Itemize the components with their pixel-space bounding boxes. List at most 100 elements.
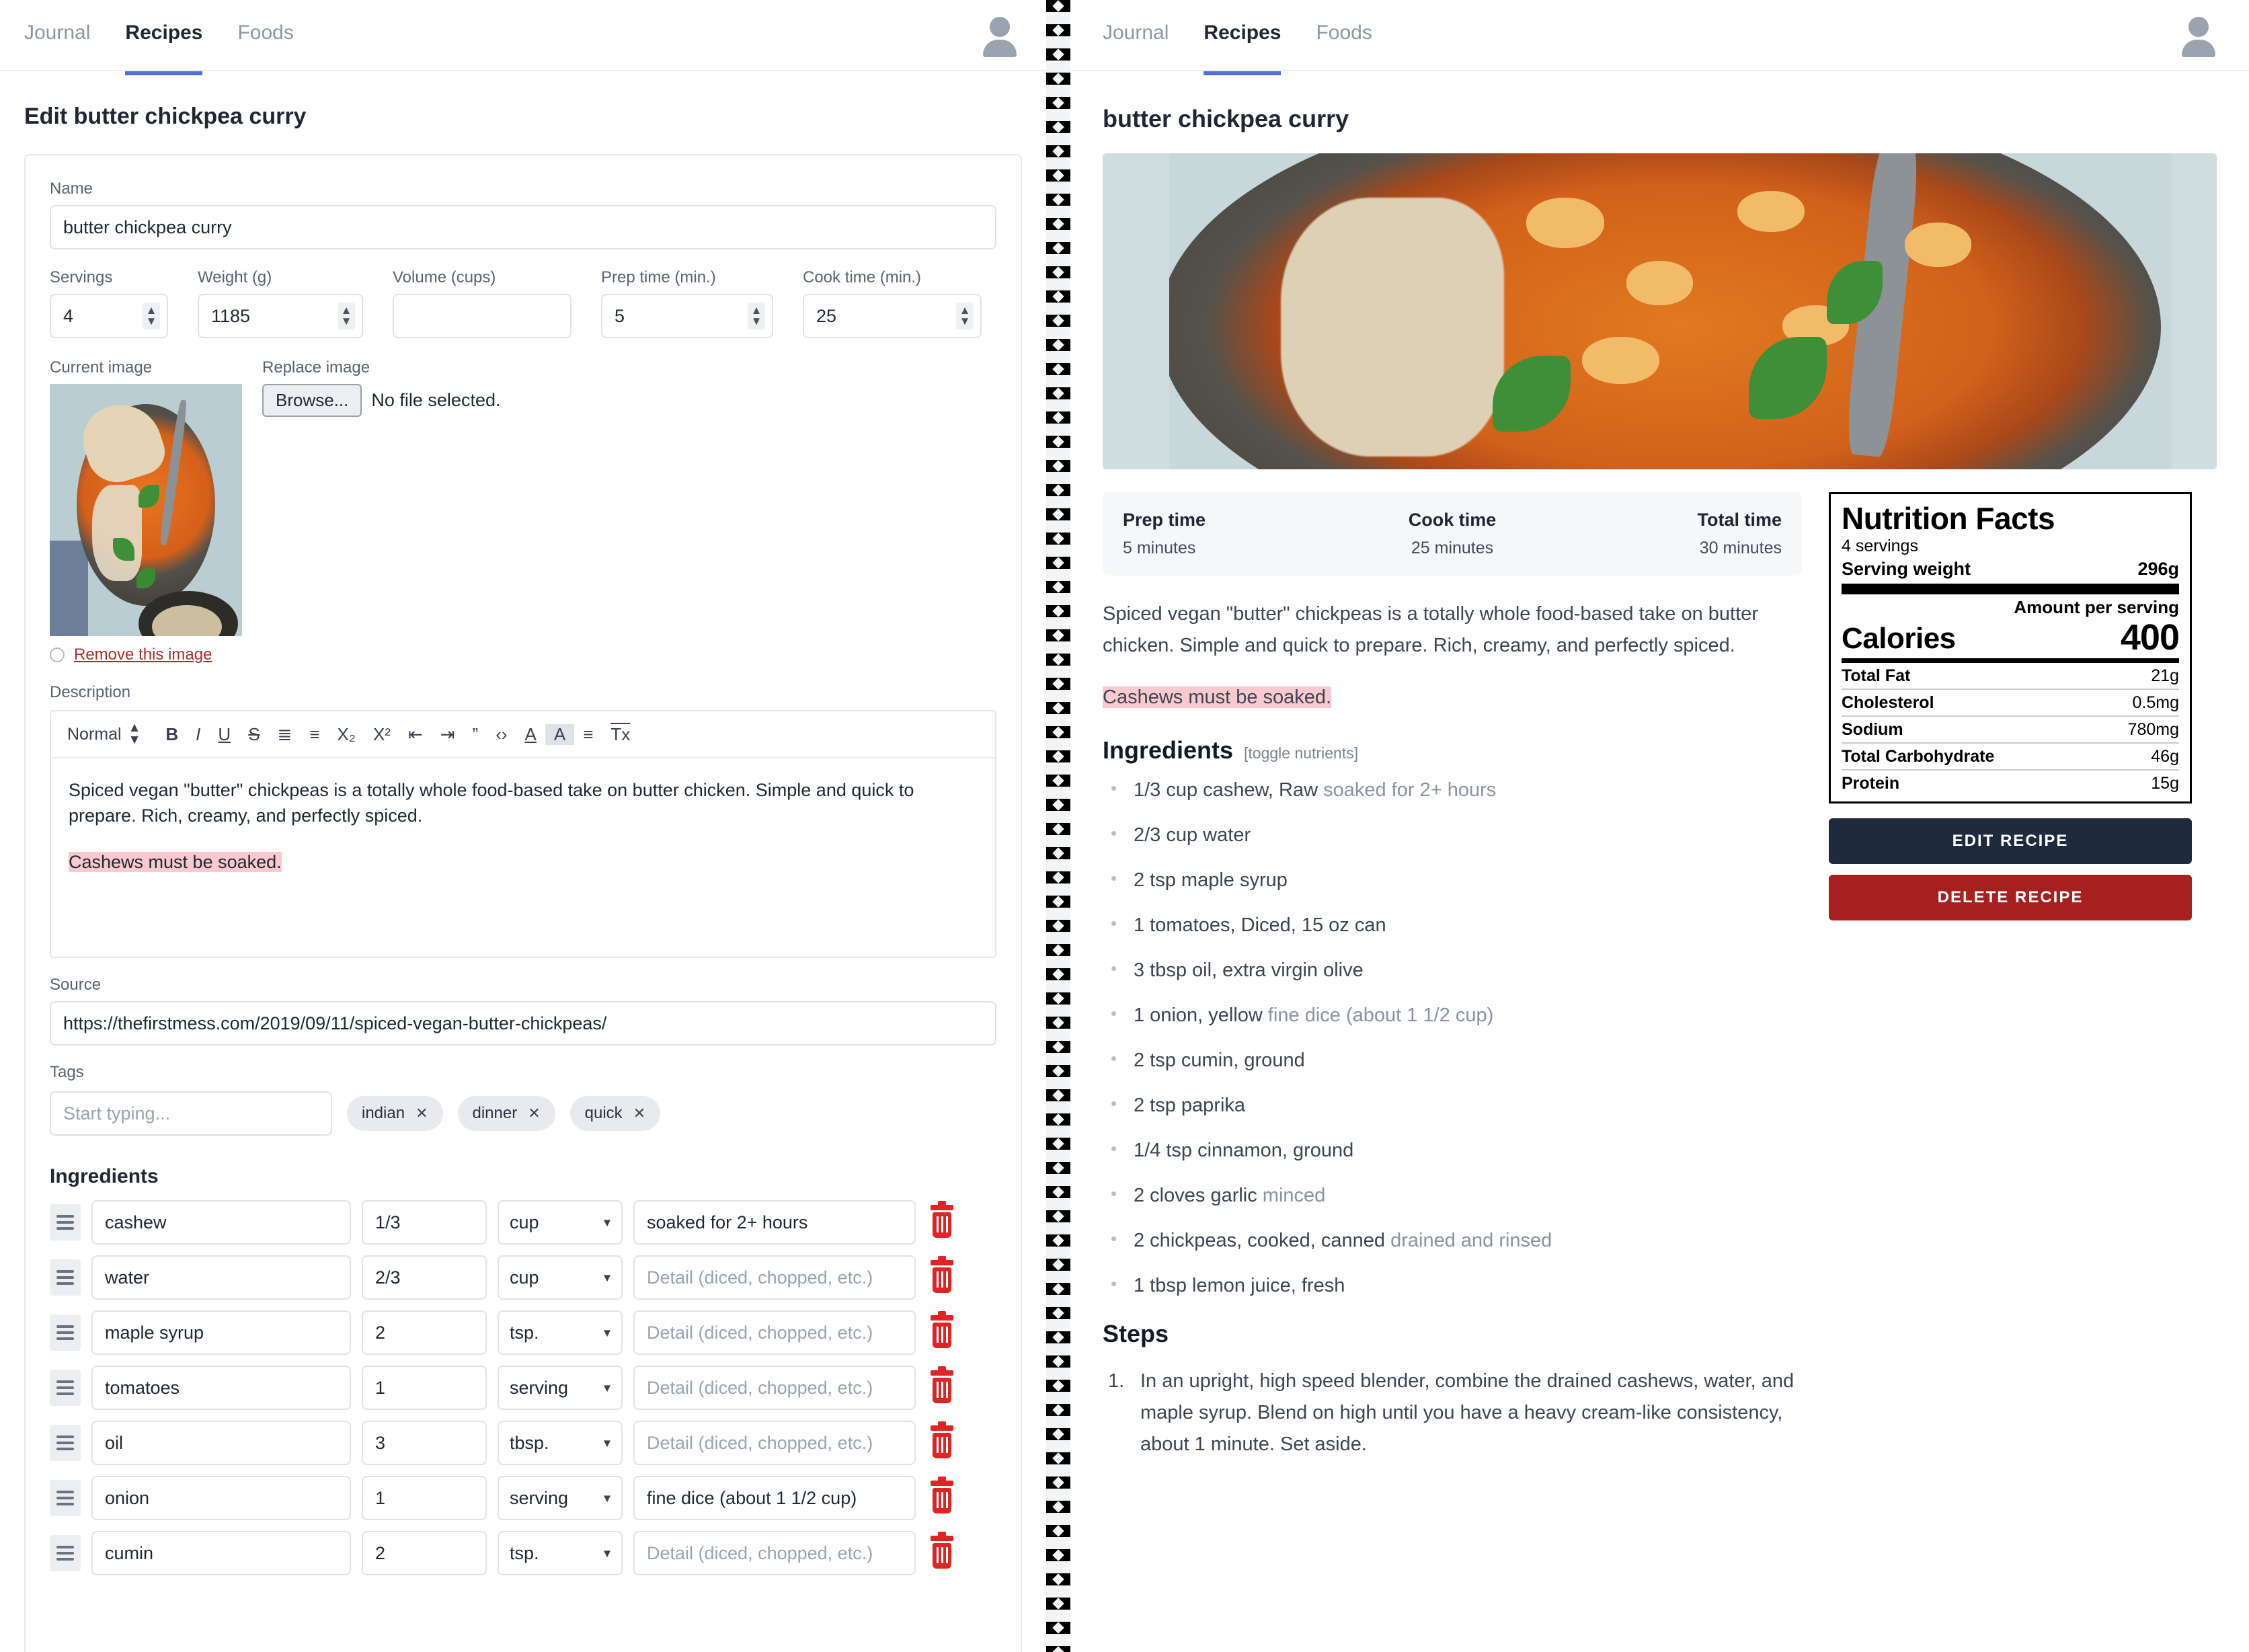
ingredient-name-input[interactable] [91, 1200, 351, 1245]
tab-journal[interactable]: Journal [1103, 22, 1169, 44]
tab-journal[interactable]: Journal [24, 22, 91, 44]
font-color-icon[interactable]: A [524, 723, 537, 744]
description-textarea[interactable]: Spiced vegan "butter" chickpeas is a tot… [51, 758, 995, 957]
drag-handle-icon[interactable] [50, 1425, 81, 1461]
remove-image-row[interactable]: Remove this image [50, 645, 242, 664]
cook-time-input[interactable] [803, 294, 982, 338]
format-caret-icon[interactable]: ▲ ▼ [128, 721, 141, 747]
delete-recipe-button[interactable]: DELETE RECIPE [1829, 874, 2192, 920]
ingredient-detail-input[interactable] [633, 1366, 916, 1410]
ingredient-detail-input[interactable] [633, 1531, 916, 1575]
ingredient-name-input[interactable] [91, 1421, 351, 1465]
indent-icon[interactable]: ⇥ [440, 723, 455, 744]
ingredient-unit-select[interactable]: serving [498, 1366, 623, 1410]
outdent-icon[interactable]: ⇤ [407, 723, 423, 744]
delete-ingredient-icon[interactable] [926, 1366, 957, 1405]
ingredient-quantity-input[interactable] [362, 1255, 487, 1300]
ingredient-unit-select[interactable]: tsp. [498, 1531, 623, 1575]
volume-input[interactable] [393, 294, 571, 338]
underline-icon[interactable]: U [218, 723, 231, 744]
delete-ingredient-icon[interactable] [926, 1256, 957, 1295]
delete-ingredient-icon[interactable] [926, 1201, 957, 1240]
tab-recipes[interactable]: Recipes [125, 22, 203, 75]
user-avatar-icon[interactable] [979, 14, 1021, 57]
tab-foods[interactable]: Foods [1316, 22, 1372, 44]
tag-chip-label: dinner [472, 1104, 518, 1122]
ingredient-name-input[interactable] [91, 1531, 351, 1575]
tab-foods[interactable]: Foods [237, 22, 294, 44]
tag-remove-icon[interactable]: ✕ [633, 1105, 646, 1122]
italic-icon[interactable]: I [196, 723, 201, 744]
ingredient-unit-wrap: cup ▾ [498, 1255, 623, 1300]
servings-spinner-icon[interactable]: ▲ ▼ [143, 303, 160, 329]
cook-time-spinner-icon[interactable]: ▲ ▼ [956, 303, 974, 329]
ingredient-unit-select[interactable]: cup [498, 1255, 623, 1300]
ingredient-quantity-input[interactable] [362, 1421, 487, 1465]
ingredient-detail-input[interactable] [633, 1255, 916, 1300]
superscript-icon[interactable]: X² [372, 723, 391, 744]
edit-recipe-button[interactable]: EDIT RECIPE [1829, 818, 2192, 864]
ingredient-detail-input[interactable] [633, 1200, 916, 1245]
ingredient-unit-select[interactable]: cup [498, 1200, 623, 1245]
tag-remove-icon[interactable]: ✕ [528, 1105, 541, 1122]
delete-ingredient-icon[interactable] [926, 1477, 957, 1516]
user-avatar-icon[interactable] [2178, 14, 2219, 57]
tag-chip-dinner[interactable]: dinner ✕ [457, 1096, 555, 1131]
tag-input[interactable] [50, 1091, 332, 1136]
source-input[interactable] [50, 1001, 996, 1046]
remove-image-label[interactable]: Remove this image [74, 645, 212, 664]
ingredient-detail-input[interactable] [633, 1476, 916, 1520]
ingredient-detail-input[interactable] [633, 1310, 916, 1355]
subscript-icon[interactable]: X₂ [337, 723, 356, 744]
browse-button[interactable]: Browse... [262, 384, 362, 417]
toggle-nutrients-link[interactable]: [toggle nutrients] [1244, 744, 1359, 762]
ingredient-quantity-input[interactable] [362, 1531, 487, 1575]
strikethrough-icon[interactable]: S [248, 723, 260, 744]
file-picker[interactable]: Browse... No file selected. [262, 384, 500, 417]
bold-icon[interactable]: B [165, 723, 179, 744]
blockquote-icon[interactable]: ” [472, 723, 479, 744]
remove-image-checkbox[interactable] [50, 647, 65, 662]
highlight-color-icon[interactable]: A [545, 723, 575, 745]
tag-chip-indian[interactable]: indian ✕ [347, 1096, 443, 1131]
ingredient-quantity-input[interactable] [362, 1200, 487, 1245]
weight-input[interactable] [198, 294, 363, 338]
delete-ingredient-icon[interactable] [926, 1421, 957, 1460]
ingredient-unit-select[interactable]: serving [498, 1476, 623, 1520]
drag-handle-icon[interactable] [50, 1370, 81, 1406]
name-input[interactable] [50, 205, 996, 249]
bullet-list-icon[interactable]: ≡ [309, 723, 320, 744]
code-block-icon[interactable]: ‹› [496, 723, 508, 744]
time-summary: Prep time 5 minutes Cook time 25 minutes… [1103, 492, 1802, 576]
delete-ingredient-icon[interactable] [926, 1311, 957, 1350]
ingredient-name-input[interactable] [91, 1255, 351, 1300]
tag-remove-icon[interactable]: ✕ [416, 1105, 428, 1122]
ingredient-quantity-input[interactable] [362, 1476, 487, 1520]
ingredient-quantity-input[interactable] [362, 1366, 487, 1410]
ingredient-unit-select[interactable]: tsp. [498, 1310, 623, 1355]
recipe-hero-image [1103, 153, 2217, 469]
ingredient-quantity-input[interactable] [362, 1310, 487, 1355]
format-select[interactable]: Normal [67, 724, 122, 744]
prep-time-input[interactable] [601, 294, 773, 338]
drag-handle-icon[interactable] [50, 1314, 81, 1351]
ordered-list-icon[interactable]: ≣ [277, 723, 292, 744]
drag-handle-icon[interactable] [50, 1204, 81, 1241]
weight-spinner-icon[interactable]: ▲ ▼ [338, 303, 355, 329]
tag-chip-quick[interactable]: quick ✕ [569, 1096, 661, 1131]
ingredient-detail-input[interactable] [633, 1421, 916, 1465]
clear-formatting-icon[interactable]: Tx [610, 723, 631, 744]
description-highlight: Cashews must be soaked. [1103, 686, 1332, 708]
ingredient-name-input[interactable] [91, 1476, 351, 1520]
ingredient-name-input[interactable] [91, 1366, 351, 1410]
ingredient-unit-wrap: tbsp. ▾ [498, 1421, 623, 1465]
drag-handle-icon[interactable] [50, 1535, 81, 1571]
delete-ingredient-icon[interactable] [926, 1532, 957, 1571]
ingredient-name-input[interactable] [91, 1310, 351, 1355]
drag-handle-icon[interactable] [50, 1259, 81, 1296]
ingredient-unit-select[interactable]: tbsp. [498, 1421, 623, 1465]
align-icon[interactable]: ≡ [583, 723, 594, 744]
drag-handle-icon[interactable] [50, 1480, 81, 1516]
prep-time-spinner-icon[interactable]: ▲ ▼ [748, 303, 765, 329]
tab-recipes[interactable]: Recipes [1204, 22, 1281, 75]
